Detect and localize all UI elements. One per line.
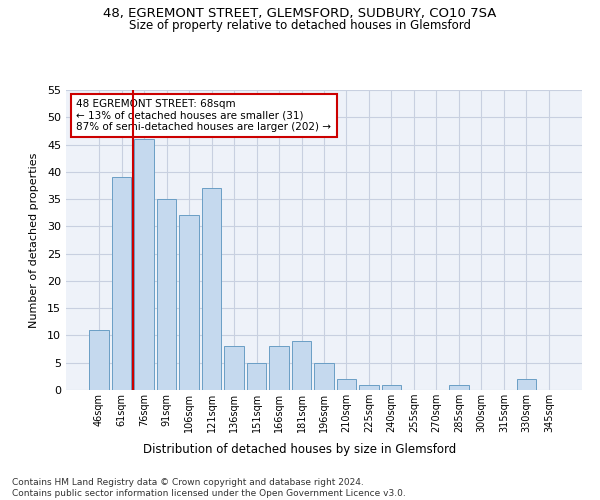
Text: Contains HM Land Registry data © Crown copyright and database right 2024.
Contai: Contains HM Land Registry data © Crown c… [12,478,406,498]
Bar [89,330,109,390]
Bar [292,341,311,390]
Bar [314,362,334,390]
Bar [179,216,199,390]
Text: 48, EGREMONT STREET, GLEMSFORD, SUDBURY, CO10 7SA: 48, EGREMONT STREET, GLEMSFORD, SUDBURY,… [103,8,497,20]
Text: Size of property relative to detached houses in Glemsford: Size of property relative to detached ho… [129,19,471,32]
Bar [224,346,244,390]
Bar [269,346,289,390]
Bar [382,384,401,390]
Bar [449,384,469,390]
Bar [134,139,154,390]
Bar [359,384,379,390]
Bar [337,379,356,390]
Bar [157,199,176,390]
Bar [247,362,266,390]
Text: 48 EGREMONT STREET: 68sqm
← 13% of detached houses are smaller (31)
87% of semi-: 48 EGREMONT STREET: 68sqm ← 13% of detac… [76,99,331,132]
Y-axis label: Number of detached properties: Number of detached properties [29,152,38,328]
Bar [517,379,536,390]
Text: Distribution of detached houses by size in Glemsford: Distribution of detached houses by size … [143,442,457,456]
Bar [112,178,131,390]
Bar [202,188,221,390]
